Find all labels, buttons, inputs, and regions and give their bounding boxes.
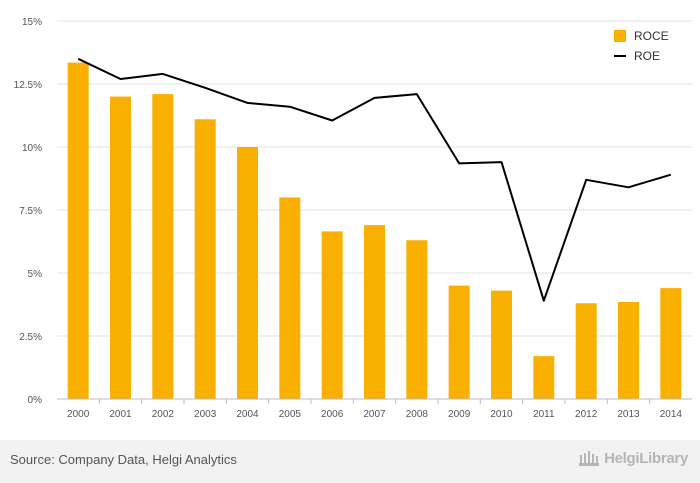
x-tick-label: 2000 — [67, 409, 90, 420]
roce-bar — [152, 94, 174, 399]
y-tick-label: 7.5% — [19, 206, 42, 217]
x-tick-label: 2011 — [533, 409, 555, 420]
roce-bar — [67, 62, 89, 400]
axes: 0% 2.5% 5% 7.5% 10% 12.5% 15% 2000 2001 2002 2003 2… — [14, 17, 692, 420]
x-tick-label: 2004 — [236, 409, 259, 420]
roce-bar — [575, 303, 597, 399]
roce-bar — [364, 225, 385, 399]
legend-roe-label: ROE — [634, 49, 660, 63]
x-tick-label: 2006 — [321, 409, 344, 420]
roce-bar — [194, 119, 216, 399]
y-tick-label: 0% — [28, 395, 43, 406]
x-tick-label: 2010 — [490, 409, 513, 420]
roce-bar — [321, 231, 343, 399]
source-note: Source: Company Data, Helgi Analytics — [10, 452, 237, 467]
roce-bars — [67, 62, 682, 400]
brand-logo: HelgiLibrary — [578, 449, 688, 467]
y-tick-label: 15% — [22, 17, 42, 28]
y-tick-label: 10% — [22, 143, 42, 154]
y-tick-label: 2.5% — [19, 332, 42, 343]
roce-bar — [491, 290, 512, 399]
legend-roce-swatch — [614, 30, 626, 42]
roce-bar — [279, 197, 301, 399]
library-icon — [579, 451, 600, 466]
footer: Source: Company Data, Helgi Analytics He… — [0, 440, 700, 483]
legend: ROCE ROE — [614, 29, 669, 63]
roce-bar — [533, 356, 555, 399]
roe-series-line — [77, 57, 672, 302]
roce-bar — [406, 240, 428, 399]
brand-name: HelgiLibrary — [604, 449, 688, 467]
y-tick-label: 12.5% — [14, 80, 42, 91]
roce-bar — [237, 147, 258, 399]
roce-bar — [448, 285, 470, 399]
x-tick-label: 2012 — [575, 409, 598, 420]
x-tick-label: 2008 — [406, 409, 429, 420]
x-tick-label: 2014 — [660, 409, 683, 420]
roce-bar — [660, 288, 682, 399]
y-tick-label: 5% — [28, 269, 43, 280]
x-tick-label: 2001 — [109, 409, 132, 420]
x-tick-label: 2009 — [448, 409, 471, 420]
roce-bar — [618, 301, 639, 399]
x-tick-label: 2007 — [363, 409, 386, 420]
roce-bar — [110, 96, 131, 399]
chart: 0% 2.5% 5% 7.5% 10% 12.5% 15% 2000 2001 2002 2003 2… — [14, 17, 692, 420]
x-tick-label: 2003 — [194, 409, 217, 420]
x-tick-label: 2005 — [279, 409, 302, 420]
x-tick-label: 2013 — [617, 409, 640, 420]
x-tick-label: 2002 — [152, 409, 175, 420]
legend-roce-label: ROCE — [634, 29, 669, 43]
